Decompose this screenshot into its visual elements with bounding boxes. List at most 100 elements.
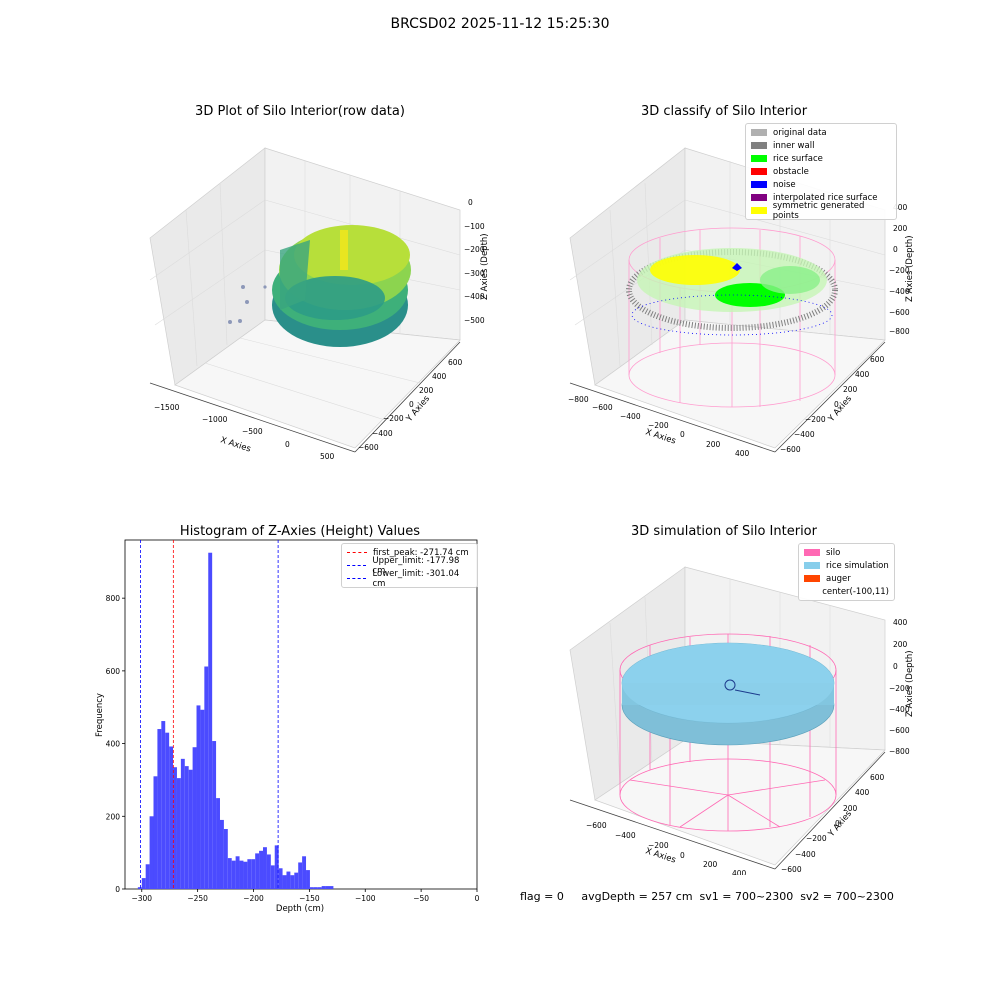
simulation-z-tick: −800 bbox=[889, 747, 910, 756]
classify-z-label: Z Axies (Depth) bbox=[905, 235, 915, 302]
simulation-y-tick: −200 bbox=[806, 834, 827, 843]
raw-y-tick: −600 bbox=[358, 443, 379, 452]
histogram-y-ticks: 0 200 400 600 800 bbox=[106, 594, 125, 894]
legend-swatch bbox=[804, 549, 820, 556]
histogram-bar bbox=[302, 856, 307, 889]
classify-z-tick: −400 bbox=[889, 287, 910, 296]
histogram-bar bbox=[309, 887, 314, 889]
histogram-bar bbox=[219, 819, 224, 889]
legend-label: symmetric generated points bbox=[772, 200, 865, 221]
classify-x-tick: −200 bbox=[648, 421, 669, 430]
raw-z-label: Z Axies (Depth) bbox=[480, 233, 490, 300]
histogram-bar bbox=[165, 732, 170, 889]
histogram-bar bbox=[169, 746, 174, 889]
classify-x-label: X Axies bbox=[644, 427, 677, 446]
legend-item: inner wall bbox=[751, 139, 891, 152]
histogram-x-label: Depth (cm) bbox=[276, 904, 324, 914]
histogram-bar bbox=[263, 847, 267, 889]
classify-y-tick: −200 bbox=[805, 415, 826, 424]
histogram-bar bbox=[153, 776, 158, 889]
classify-plot-title: 3D classify of Silo Interior bbox=[640, 104, 808, 119]
histogram-bar bbox=[270, 865, 275, 889]
legend-swatch bbox=[751, 181, 767, 188]
legend-item: noise bbox=[751, 178, 891, 191]
simulation-x-tick: 0 bbox=[680, 851, 685, 860]
histogram-bar bbox=[212, 741, 217, 889]
legend-line bbox=[347, 552, 367, 553]
simulation-z-tick: 0 bbox=[893, 662, 898, 671]
histogram-bar bbox=[188, 769, 193, 889]
simulation-y-tick: 200 bbox=[843, 804, 858, 813]
histogram-bar bbox=[266, 854, 271, 889]
raw-z-tick: −300 bbox=[464, 269, 485, 278]
histogram-bar bbox=[313, 887, 318, 889]
simulation-legend: silo rice simulation auger center(-100,1… bbox=[798, 543, 895, 601]
legend-swatch bbox=[804, 562, 820, 569]
legend-item: original data bbox=[751, 126, 891, 139]
classify-y-tick: 0 bbox=[834, 400, 839, 409]
simulation-x-tick: 400 bbox=[732, 869, 747, 875]
legend-label: inner wall bbox=[773, 140, 815, 151]
legend-label: Lower_limit: -301.04 cm bbox=[372, 568, 460, 589]
raw-y-tick: 400 bbox=[432, 372, 447, 381]
raw-z-tick: −100 bbox=[464, 222, 485, 231]
histogram-x-ticks: −300 −250 −200 −150 −100 −50 0 bbox=[131, 889, 480, 903]
raw-3d-plot: −1500 −1000 −500 0 500 600 400 200 0 −20… bbox=[149, 147, 490, 460]
legend-label: center(-100,11) bbox=[822, 586, 889, 597]
legend-item: auger bbox=[804, 572, 889, 585]
histogram-bar bbox=[157, 729, 162, 889]
histogram-bar bbox=[239, 860, 244, 889]
simulation-z-label: Z Axies (Depth) bbox=[905, 650, 915, 717]
raw-z-tick: 0 bbox=[468, 198, 473, 207]
histogram-x-tick: −100 bbox=[355, 894, 376, 903]
legend-item: interpolated rice surface bbox=[751, 191, 891, 204]
histogram-legend: first_peak: -271.74 cm Upper_limit: -177… bbox=[341, 543, 478, 589]
simulation-y-tick: 600 bbox=[870, 773, 885, 782]
histogram-bar bbox=[306, 870, 310, 889]
histogram-vlines bbox=[140, 540, 279, 889]
histogram-bar bbox=[173, 767, 177, 889]
histogram-y-tick: 400 bbox=[106, 740, 121, 749]
histogram-x-tick: −50 bbox=[413, 894, 429, 903]
histogram-y-tick: 200 bbox=[106, 812, 121, 821]
histogram-bar bbox=[223, 829, 228, 889]
histogram-bar bbox=[208, 552, 213, 889]
histogram-x-tick: 0 bbox=[475, 894, 480, 903]
raw-y-tick: −200 bbox=[383, 414, 404, 423]
histogram-bar bbox=[149, 816, 154, 889]
histogram-y-tick: 600 bbox=[106, 667, 121, 676]
histogram-bar bbox=[235, 856, 240, 889]
legend-line bbox=[347, 578, 367, 579]
histogram-bar bbox=[317, 887, 322, 889]
classify-x-tick: 0 bbox=[680, 430, 685, 439]
simulation-3d-plot: −600 −400 −200 0 200 400 600 400 200 0 −… bbox=[569, 566, 915, 875]
legend-label: rice surface bbox=[773, 153, 823, 164]
simulation-y-tick: 0 bbox=[835, 819, 840, 828]
raw-x-tick: −500 bbox=[242, 427, 263, 436]
histogram-y-tick: 800 bbox=[106, 594, 121, 603]
classify-z-tick: −600 bbox=[889, 308, 910, 317]
legend-label: silo bbox=[826, 547, 841, 558]
legend-item: Lower_limit: -301.04 cm bbox=[347, 569, 472, 589]
histogram-title: Histogram of Z-Axies (Height) Values bbox=[179, 524, 421, 539]
classify-x-tick: 200 bbox=[706, 440, 721, 449]
classify-z-tick: −800 bbox=[889, 327, 910, 336]
histogram-bar bbox=[251, 859, 256, 889]
simulation-x-tick: −600 bbox=[586, 821, 607, 830]
legend-item: Upper_limit: -177.98 cm bbox=[347, 556, 472, 576]
histogram-bar bbox=[216, 798, 220, 889]
simulation-z-tick: 200 bbox=[893, 640, 908, 649]
histogram-bar bbox=[204, 666, 209, 889]
legend-swatch bbox=[751, 207, 767, 214]
histogram-bar bbox=[243, 861, 248, 889]
legend-swatch bbox=[751, 155, 767, 162]
legend-swatch bbox=[751, 129, 767, 136]
legend-label: interpolated rice surface bbox=[773, 192, 878, 203]
histogram-x-tick: −300 bbox=[131, 894, 152, 903]
legend-label: Upper_limit: -177.98 cm bbox=[372, 555, 460, 576]
simulation-y-tick: −400 bbox=[795, 850, 816, 859]
histogram-x-tick: −150 bbox=[299, 894, 320, 903]
legend-swatch bbox=[751, 142, 767, 149]
histogram-bar bbox=[274, 845, 279, 889]
histogram-bar bbox=[231, 860, 236, 889]
